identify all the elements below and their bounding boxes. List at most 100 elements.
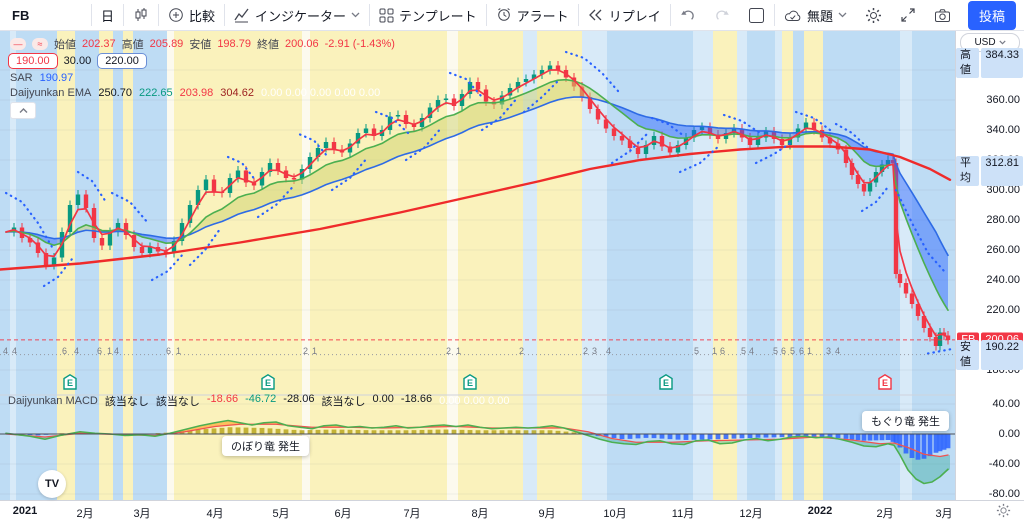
price-axis[interactable]: USD 380.00360.00340.00320.00300.00280.00… [955, 30, 1024, 500]
compare-button[interactable]: 比較 [159, 0, 224, 30]
symbol-button[interactable]: FB [0, 0, 91, 30]
ema-extra-values: 0.00 0.00 0.00 0.00 0.00 [260, 87, 381, 99]
day-number-label: 2 [303, 346, 309, 356]
upper-price-input[interactable]: 220.00 [97, 53, 147, 69]
time-axis-label: 4月 [206, 508, 224, 520]
day-number-label: 4 [12, 346, 18, 356]
time-axis-label: 11月 [671, 508, 695, 520]
chevron-down-icon [838, 12, 847, 18]
day-number-label: 6 [166, 346, 172, 356]
time-axis-label: 3月 [935, 508, 953, 520]
badge-value: 190.22 [981, 340, 1023, 370]
time-axis-label: 5月 [272, 508, 290, 520]
redo-button[interactable] [705, 0, 739, 30]
gear-icon [865, 7, 882, 24]
day-number-label: 4 [749, 346, 755, 356]
fullscreen-button[interactable] [891, 0, 925, 30]
alert-label: アラート [516, 8, 569, 24]
toolbar-right-group: 無題 投稿 [739, 0, 1024, 30]
day-number-label: 4 [835, 346, 841, 356]
earnings-marker[interactable]: E [878, 373, 892, 395]
day-number-label: 5 [741, 346, 747, 356]
rising-dragon-tooltip: のぼり竜 発生 [222, 436, 310, 456]
indicator-settings-pill[interactable]: ≈ [32, 38, 48, 50]
undo-button[interactable] [671, 0, 705, 30]
collapse-legend-button[interactable] [10, 102, 36, 119]
price-axis-label: 260.00 [986, 244, 1020, 256]
price-axis-label: 220.00 [986, 304, 1020, 316]
open-value: 202.37 [82, 38, 116, 50]
settings-button[interactable] [856, 0, 891, 30]
low-value: 198.79 [217, 38, 251, 50]
price-axis-label: 280.00 [986, 214, 1020, 226]
badge-value: 384.33 [981, 48, 1023, 78]
indicators-label: インジケーター [255, 8, 347, 24]
axis-settings-gear-icon[interactable] [996, 503, 1011, 521]
separator [369, 4, 371, 26]
save-layout-button[interactable]: 無題 [775, 0, 856, 30]
open-label: 始値 [54, 39, 76, 51]
indicator-visibility-pill[interactable]: — [10, 38, 26, 50]
publish-button[interactable]: 投稿 [967, 0, 1016, 30]
alarm-clock-icon [496, 7, 512, 23]
macd-axis-label: 0.00 [998, 428, 1020, 440]
fullscreen-icon [900, 7, 916, 23]
day-number-label: 1 [176, 346, 182, 356]
candlestick-icon [133, 7, 149, 23]
macd-values: 該当なし 該当なし -18.66 -46.72 -28.06 該当なし 0.00 -18.66 [105, 393, 432, 409]
tradingview-logo[interactable]: TV [38, 470, 66, 498]
time-axis-label: 8月 [471, 508, 489, 520]
separator [577, 4, 579, 26]
macd-value: 0.00 [372, 393, 394, 405]
macd-value: -18.66 [400, 393, 433, 405]
day-number-label: 1 [312, 346, 318, 356]
macd-value: -28.06 [283, 393, 315, 405]
axis-badge-安値: 安値 190.22 [956, 340, 1023, 370]
day-number-label: 6 [720, 346, 726, 356]
interval-button[interactable]: 日 [92, 0, 123, 30]
earnings-marker[interactable]: E [659, 373, 673, 395]
layout-select-button[interactable] [739, 0, 774, 30]
grid-icon [379, 8, 394, 23]
ema-value-2: 222.65 [138, 87, 173, 99]
diving-dragon-tooltip: もぐり竜 発生 [862, 411, 950, 431]
day-number-label: 2 [446, 346, 452, 356]
compare-label: 比較 [189, 8, 216, 24]
ema-legend[interactable]: Daijyunkan EMA 250.70 222.65 203.98 304.… [10, 87, 380, 99]
day-number-label: 3 [592, 346, 598, 356]
chart-canvas[interactable] [0, 30, 955, 500]
macd-legend[interactable]: Daijyunkan MACD 該当なし 該当なし -18.66 -46.72 -28.… [8, 393, 509, 409]
separator [123, 4, 125, 26]
lower-price-input[interactable]: 190.00 [8, 53, 58, 69]
replay-button[interactable]: リプレイ [579, 0, 670, 30]
earnings-marker[interactable]: E [261, 373, 275, 395]
day-number-label: 4 [606, 346, 612, 356]
time-axis-label: 2021 [12, 505, 38, 517]
top-toolbar: FB 日 比較 インジケーター テンプレート アラート [0, 0, 1024, 31]
time-axis[interactable]: 2021 2月 3月 4月 5月 6月 7月 8月 9月 10月 11月 12月 2022 2月 3月 [0, 500, 1024, 521]
snapshot-button[interactable] [925, 0, 960, 30]
undo-arrow-icon [680, 8, 696, 22]
earnings-marker[interactable]: E [63, 373, 77, 395]
badge-label: 高値 [956, 48, 980, 78]
day-number-label: 5 [790, 346, 796, 356]
templates-button[interactable]: テンプレート [370, 0, 486, 30]
macd-value: -18.66 [206, 393, 239, 405]
redo-arrow-icon [714, 8, 730, 22]
ema-value-1: 250.70 [98, 87, 132, 99]
sar-legend[interactable]: SAR 190.97 [10, 72, 73, 84]
alert-button[interactable]: アラート [487, 0, 578, 30]
separator [158, 4, 160, 26]
rewind-icon [588, 8, 604, 22]
ema-label: Daijyunkan EMA [10, 87, 92, 99]
time-axis-label: 7月 [403, 508, 421, 520]
camera-icon [934, 8, 951, 23]
macd-value: 該当なし [155, 396, 200, 408]
plus-circle-icon [168, 7, 184, 23]
earnings-marker[interactable]: E [463, 373, 477, 395]
close-label: 終値 [256, 39, 279, 51]
publish-label: 投稿 [978, 8, 1005, 24]
indicators-button[interactable]: インジケーター [225, 0, 369, 30]
chart-type-button[interactable] [124, 0, 158, 30]
separator [485, 4, 487, 26]
